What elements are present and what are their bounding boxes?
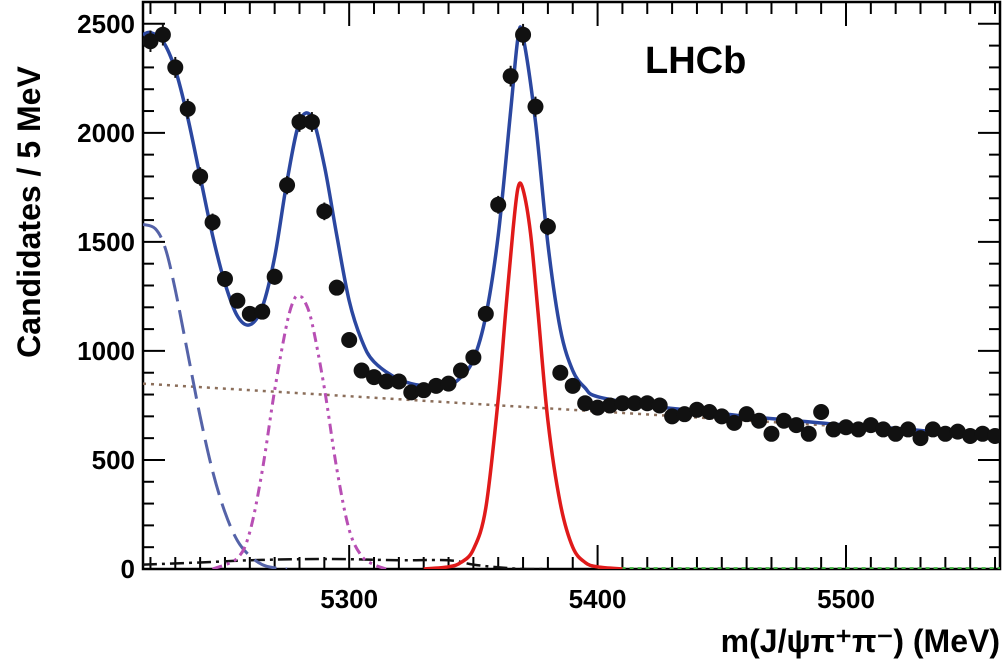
data-point	[415, 382, 432, 399]
data-point	[850, 421, 867, 438]
data-point	[614, 395, 631, 412]
data-point	[254, 303, 271, 320]
data-point	[937, 425, 954, 442]
data-point	[303, 113, 320, 130]
data-point	[887, 425, 904, 442]
data-point	[676, 406, 693, 423]
data-point	[154, 26, 171, 43]
data-point	[713, 408, 730, 425]
data-point	[900, 421, 917, 438]
data-point	[837, 419, 854, 436]
x-tick-label: 5300	[320, 584, 378, 614]
data-point	[962, 427, 979, 444]
data-point	[266, 268, 283, 285]
data-point	[775, 412, 792, 429]
data-point	[143, 33, 159, 50]
data-point	[477, 305, 494, 322]
data-point	[602, 397, 619, 414]
data-point	[378, 373, 395, 390]
data-point	[688, 401, 705, 418]
data-point	[428, 377, 445, 394]
y-tick-label: 500	[92, 445, 135, 475]
data-point	[564, 377, 581, 394]
data-point	[527, 98, 544, 115]
data-point	[539, 218, 556, 235]
y-axis-title: Candidates / 5 MeV	[11, 66, 47, 358]
data-point	[738, 406, 755, 423]
data-point	[924, 421, 941, 438]
data-point	[639, 395, 656, 412]
data-point	[390, 373, 407, 390]
experiment-label: LHCb	[645, 40, 746, 82]
data-point	[875, 421, 892, 438]
plot-frame	[141, 0, 1002, 571]
tick-labels: 0 500 1000 1500 2000 2500 5300 5400 5500	[77, 9, 875, 614]
x-axis-title: m(J/ψπ⁺π⁻) (MeV)	[721, 623, 1000, 659]
data-points	[143, 23, 1000, 447]
x-tick-label: 5500	[817, 584, 875, 614]
y-tick-label: 1500	[77, 227, 135, 257]
data-point	[316, 203, 333, 220]
data-point	[825, 421, 842, 438]
data-point	[440, 375, 457, 392]
data-point	[192, 168, 209, 185]
data-point	[366, 369, 383, 386]
data-point	[465, 349, 482, 366]
data-point	[167, 59, 184, 76]
data-point	[912, 430, 929, 447]
y-tick-label: 1000	[77, 336, 135, 366]
data-point	[862, 417, 879, 434]
data-point	[701, 403, 718, 420]
data-point	[279, 177, 296, 194]
data-point	[577, 395, 594, 412]
data-point	[974, 425, 991, 442]
data-point	[751, 412, 768, 429]
bs-signal-curve	[423, 181, 623, 569]
data-point	[353, 362, 370, 379]
data-point	[813, 403, 830, 420]
partial-background-curve	[143, 222, 288, 569]
data-point	[987, 427, 1000, 444]
x-tick-label: 5400	[569, 584, 627, 614]
data-point	[452, 362, 469, 379]
data-point	[589, 399, 606, 416]
data-point	[502, 68, 519, 85]
data-point	[788, 417, 805, 434]
data-point	[241, 305, 258, 322]
y-tick-label: 2000	[77, 118, 135, 148]
data-point	[552, 364, 569, 381]
bd-signal-curve	[211, 294, 387, 569]
data-point	[291, 113, 308, 130]
data-point	[204, 214, 221, 231]
y-tick-label: 0	[121, 554, 135, 584]
data-point	[664, 408, 681, 425]
data-point	[949, 423, 966, 440]
data-point	[403, 384, 420, 401]
data-point	[490, 196, 507, 213]
data-point	[626, 395, 643, 412]
data-point	[763, 425, 780, 442]
data-point	[800, 425, 817, 442]
y-tick-label: 2500	[77, 9, 135, 39]
data-point	[515, 26, 532, 43]
data-point	[179, 100, 196, 117]
data-point	[216, 270, 233, 287]
data-point	[651, 397, 668, 414]
data-point	[328, 279, 345, 296]
data-point	[341, 332, 358, 349]
axis-ticks	[143, 1, 1000, 570]
data-point	[229, 292, 246, 309]
data-point	[726, 414, 743, 431]
